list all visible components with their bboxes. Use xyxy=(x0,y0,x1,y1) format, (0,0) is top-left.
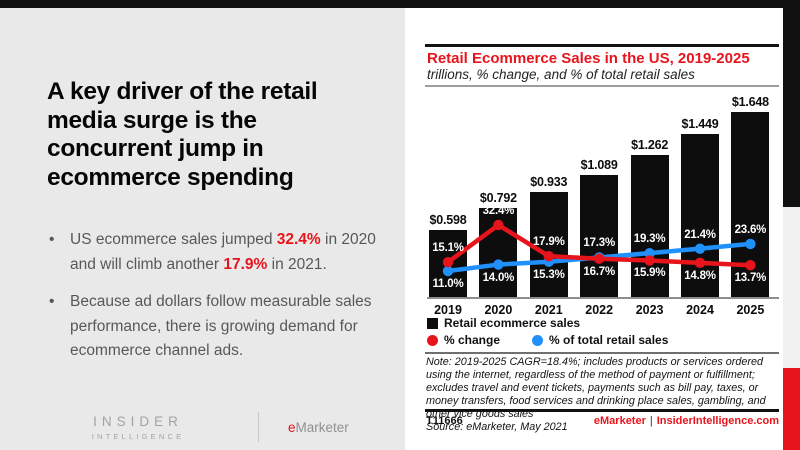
pct-label-upper: 17.9% xyxy=(532,236,565,249)
axis-label-2022: 2022 xyxy=(585,303,614,317)
legend-bar-label: Retail ecommerce sales xyxy=(444,316,581,330)
footer-rule xyxy=(425,409,779,412)
bar-value-label: $1.089 xyxy=(580,158,618,172)
data-point xyxy=(694,257,706,269)
bullet-item-2: Because ad dollars follow measurable sal… xyxy=(47,290,379,364)
data-point xyxy=(442,256,454,268)
legend-pct-change-label: % change xyxy=(444,333,501,347)
chart-subtitle: trillions, % change, and % of total reta… xyxy=(427,67,695,82)
bullet-text: in 2021. xyxy=(267,255,327,273)
pct-label-lower: 14.8% xyxy=(684,269,716,282)
data-point xyxy=(594,253,605,264)
axis-label-2025: 2025 xyxy=(736,303,765,317)
legend-pct-total-label: % of total retail sales xyxy=(549,333,669,347)
right-edge-red xyxy=(783,368,800,450)
highlight-value: 17.9% xyxy=(223,255,268,273)
bullet-item-1: US ecommerce sales jumped 32.4% in 2020 … xyxy=(47,228,379,277)
emarketer-logo-e: e xyxy=(288,420,296,435)
chart-footer-brand: eMarketer | InsiderIntelligence.com xyxy=(594,415,779,427)
bullet-list: US ecommerce sales jumped 32.4% in 2020 … xyxy=(47,228,379,377)
pct-label-lower: 13.7% xyxy=(734,272,767,285)
data-point xyxy=(442,265,454,277)
bar-value-label: $1.262 xyxy=(631,138,669,152)
emarketer-logo: eMarketer xyxy=(288,420,349,435)
emarketer-logo-rest: Marketer xyxy=(295,420,349,435)
insider-logo-line1: INSIDER xyxy=(93,414,183,429)
pct-label-upper: 21.4% xyxy=(684,228,716,241)
chart-area: $0.598 $0.792 $0.933 $1.089 $1.262 $1.449 $1.6… xyxy=(427,95,779,320)
bar-value-label: $0.933 xyxy=(530,175,568,189)
data-point xyxy=(694,243,706,254)
chart-id: T11666 xyxy=(426,415,463,427)
bar-2022 xyxy=(580,175,619,297)
highlight-value: 32.4% xyxy=(276,231,321,248)
legend-bar: Retail ecommerce sales xyxy=(427,316,580,330)
data-point xyxy=(644,247,655,259)
blue-dot-icon xyxy=(532,334,544,346)
axis-label-2024: 2024 xyxy=(686,303,714,317)
chart-footer: T11666 eMarketer | InsiderIntelligence.com xyxy=(426,415,779,427)
pct-label-lower: 15.3% xyxy=(532,268,565,281)
legend-lines: % change % of total retail sales xyxy=(427,333,668,347)
bar-2021 xyxy=(529,192,568,297)
right-edge-gray xyxy=(783,207,800,368)
axis-label-2019: 2019 xyxy=(434,303,462,317)
bar-swatch-icon xyxy=(427,317,438,329)
pct-label-upper: 15.1% xyxy=(432,242,464,255)
pct-label-upper: 19.3% xyxy=(633,233,666,246)
pct-label-lower: 14.0% xyxy=(482,271,515,284)
brand-footer: INSIDER INTELLIGENCE eMarketer xyxy=(40,406,380,450)
bullet-text: in 2020 and will climb another xyxy=(70,231,376,273)
data-point xyxy=(543,250,554,262)
slide-title: A key driver of the retail media surge i… xyxy=(47,78,318,191)
chart-header-rule xyxy=(425,85,779,87)
chart-top-rule xyxy=(425,44,779,47)
chart-note: Note: 2019-2025 CAGR=18.4%; includes pro… xyxy=(426,356,782,434)
data-point xyxy=(493,259,504,270)
bar-value-label: $0.598 xyxy=(429,213,467,227)
axis-label-2023: 2023 xyxy=(635,303,664,317)
data-point xyxy=(745,238,756,250)
chart-plot: $0.598 $0.792 $0.933 $1.089 $1.262 $1.449 $1.6… xyxy=(427,95,779,299)
logo-divider xyxy=(258,412,259,442)
bar-2023 xyxy=(630,155,669,297)
left-panel: A key driver of the retail media surge i… xyxy=(0,8,405,450)
note-text: Note: 2019-2025 CAGR=18.4%; includes pro… xyxy=(426,356,766,420)
right-edge-black xyxy=(783,0,800,207)
insider-intelligence-logo: INSIDER INTELLIGENCE xyxy=(50,414,226,441)
data-point xyxy=(493,219,504,231)
data-point xyxy=(644,255,655,266)
bar-2024 xyxy=(681,134,719,297)
bar-value-label: $0.792 xyxy=(479,191,517,205)
pct-label-lower: 16.7% xyxy=(583,265,615,278)
axis-label-2020: 2020 xyxy=(484,303,513,317)
bar-value-label: $1.449 xyxy=(681,117,719,131)
source-text: Source: eMarketer, May 2021 xyxy=(426,421,568,433)
data-point xyxy=(745,259,756,271)
pct-label-lower: 11.0% xyxy=(432,278,464,290)
line-series-layer xyxy=(442,219,756,277)
note-rule xyxy=(425,352,779,354)
legend-pct-total: % of total retail sales xyxy=(532,333,668,347)
legend-pct-change: % change xyxy=(427,333,500,347)
pct-label-lower: 15.9% xyxy=(633,267,666,280)
pct-label-upper: 32.4% xyxy=(482,204,515,217)
footer-separator: | xyxy=(649,415,653,427)
bullet-text: US ecommerce sales jumped xyxy=(70,231,277,248)
bar-value-label: $1.648 xyxy=(731,95,769,109)
pct-label-upper: 23.6% xyxy=(734,223,767,236)
pct-label-upper: 17.3% xyxy=(583,237,615,250)
footer-emarketer: eMarketer xyxy=(593,415,646,427)
top-accent-bar xyxy=(0,0,800,8)
chart-title: Retail Ecommerce Sales in the US, 2019-2… xyxy=(427,50,750,67)
axis-label-2021: 2021 xyxy=(534,303,563,317)
insider-logo-line2: INTELLIGENCE xyxy=(91,432,185,441)
red-dot-icon xyxy=(427,334,438,346)
bullet-text: Because ad dollars follow measurable sal… xyxy=(70,293,372,359)
footer-site: InsiderIntelligence.com xyxy=(656,415,779,427)
